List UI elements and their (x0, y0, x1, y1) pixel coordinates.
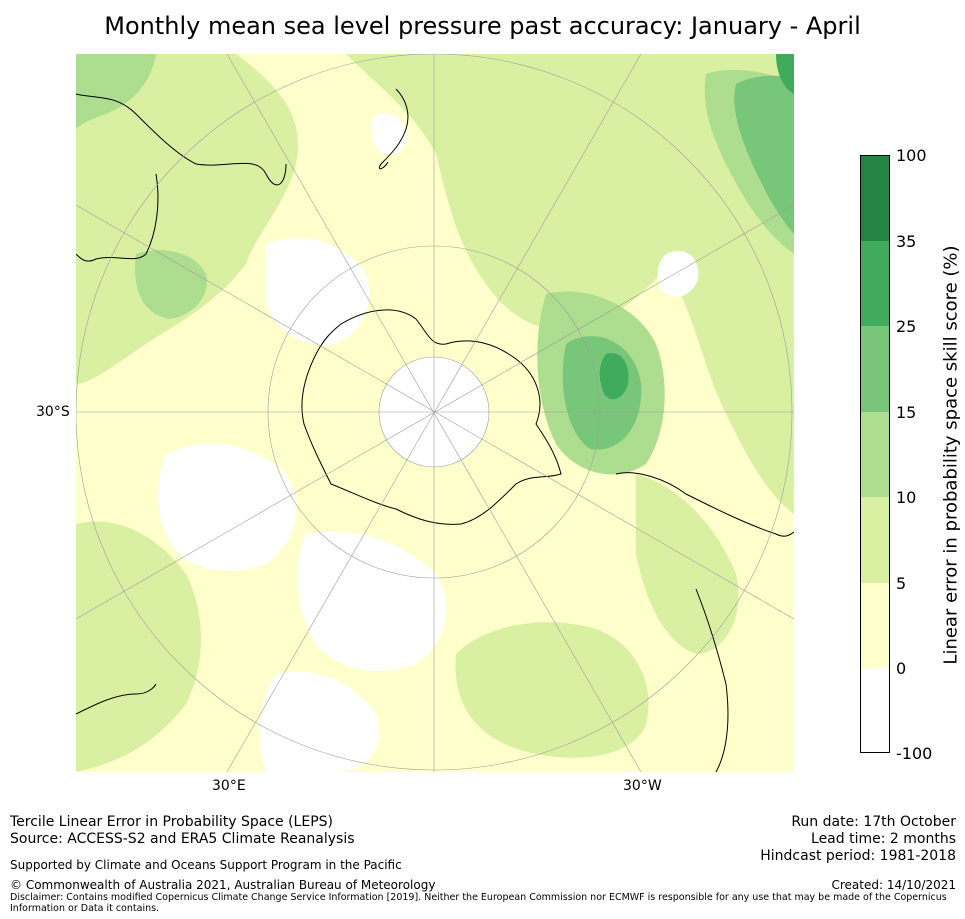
region-east-strong (734, 75, 794, 234)
region-pacific-peak (599, 353, 629, 400)
region-white-4 (259, 671, 380, 772)
colorbar-label: Linear error in probability space skill … (940, 245, 962, 665)
meridian-diag-2 (76, 204, 794, 620)
coastlines (76, 88, 794, 772)
region-white-1 (266, 238, 370, 345)
footer-source: Source: ACCESS-S2 and ERA5 Climate Reana… (10, 831, 355, 847)
colorbar-tick-15: 15 (896, 403, 917, 422)
skill-25-35-regions (599, 54, 794, 400)
coast-south-america (695, 588, 729, 772)
footer-run-date: Run date: 17th October (791, 814, 956, 830)
meridian-diag-4 (226, 54, 642, 772)
region-south-blob (455, 622, 649, 758)
coast-australia-south (76, 173, 159, 262)
colorbar-bin-0-5 (860, 583, 890, 668)
coast-africa (76, 683, 157, 715)
coast-south-america-top (615, 472, 794, 537)
region-white-3 (297, 531, 447, 672)
colorbar-bin-15-25 (860, 326, 890, 412)
polar-map (76, 54, 794, 772)
footer-supported: Supported by Climate and Oceans Support … (10, 858, 402, 872)
lon-label-30e: 30°E (212, 778, 246, 794)
footer-lead-time: Lead time: 2 months (811, 831, 956, 847)
colorbar-tick-25: 25 (896, 317, 917, 336)
colorbar-bin-35-100 (860, 155, 890, 241)
footer-created: Created: 14/10/2021 (831, 878, 956, 892)
footer-disclaimer-2: Information or Data it contains. (10, 903, 160, 914)
coast-australia-north (76, 93, 287, 186)
region-northwest-corner (76, 54, 156, 129)
colorbar-bin-10-15 (860, 412, 890, 497)
region-white-2 (158, 443, 297, 572)
lat-label-30s: 30°S (36, 404, 70, 420)
lon-label-30w: 30°W (623, 778, 662, 794)
skill-5-10-regions (76, 54, 794, 772)
colorbar-tick-10: 10 (896, 488, 917, 507)
antarctica-coastline (301, 309, 562, 525)
region-corner-peak (776, 54, 794, 94)
colorbar-bin-below-0 (860, 668, 890, 753)
coast-new-zealand (378, 88, 409, 170)
colorbar-bin-5-10 (860, 497, 890, 583)
footer-copyright: © Commonwealth of Australia 2021, Austra… (10, 878, 436, 892)
region-southwest (76, 521, 201, 772)
footer-disclaimer-1: Disclaimer: Contains modified Copernicus… (10, 892, 947, 903)
region-west-top (76, 54, 298, 384)
map-svg (76, 54, 794, 772)
colorbar-tick-5: 5 (896, 574, 907, 593)
region-southeast (636, 474, 739, 654)
region-white-5 (657, 250, 699, 297)
colorbar (860, 155, 890, 753)
colorbar-tick-35: 35 (896, 232, 917, 251)
skill-below-0-regions (158, 113, 699, 772)
region-north (346, 54, 707, 331)
colorbar-border (860, 155, 890, 753)
footer-method: Tercile Linear Error in Probability Spac… (10, 814, 333, 830)
region-australia-patch (135, 250, 207, 319)
colorbar-bin-25-35 (860, 241, 890, 326)
colorbar-tick-minus-100: -100 (896, 744, 933, 763)
graticule (76, 54, 794, 772)
colorbar-tick-100: 100 (896, 146, 927, 165)
chart-title: Monthly mean sea level pressure past acc… (104, 12, 861, 40)
colorbar-tick-0: 0 (896, 659, 907, 678)
footer-hindcast: Hindcast period: 1981-2018 (760, 848, 956, 864)
